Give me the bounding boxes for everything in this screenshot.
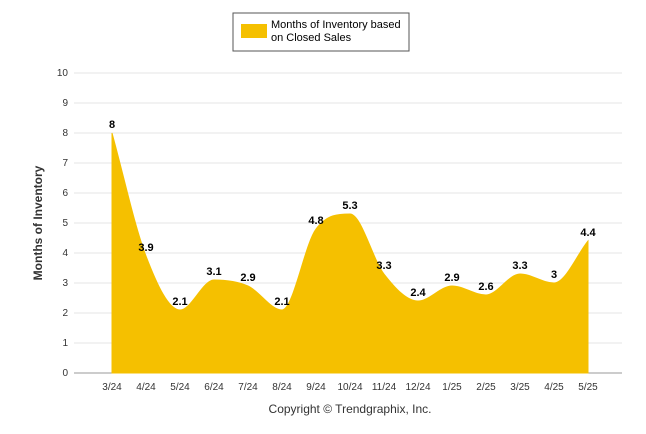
y-tick-label: 8 (62, 128, 68, 139)
data-label: 2.4 (410, 287, 426, 299)
y-tick-label: 2 (62, 308, 68, 319)
y-tick-label: 5 (62, 218, 68, 229)
y-axis-label: Months of Inventory (31, 165, 45, 280)
x-tick-label: 4/25 (544, 382, 564, 393)
data-label: 3 (551, 269, 557, 281)
data-label: 3.3 (512, 260, 527, 272)
x-tick-label: 5/25 (578, 382, 598, 393)
x-tick-label: 1/25 (442, 382, 462, 393)
legend-line-2: on Closed Sales (271, 32, 352, 44)
data-label: 3.3 (376, 260, 391, 272)
y-tick-label: 1 (62, 338, 68, 349)
legend-swatch (241, 24, 267, 38)
x-tick-label: 8/24 (272, 382, 292, 393)
data-label: 2.1 (274, 296, 289, 308)
y-tick-label: 0 (62, 368, 68, 379)
x-tick-label: 7/24 (238, 382, 258, 393)
x-tick-label: 5/24 (170, 382, 190, 393)
data-labels: 8 3.9 2.1 3.1 2.9 2.1 4.8 5.3 3.3 2.4 2.9 2.6 3.3 3 4.… (109, 119, 597, 308)
x-axis-ticks: 3/24 4/24 5/24 6/24 7/24 8/24 9/24 10/24 11/24 12… (102, 382, 598, 393)
data-label: 4.8 (308, 215, 323, 227)
y-tick-label: 10 (57, 68, 69, 79)
x-tick-label: 10/24 (337, 382, 362, 393)
x-tick-label: 12/24 (405, 382, 430, 393)
x-tick-label: 6/24 (204, 382, 224, 393)
area-series (111, 132, 589, 374)
data-label: 5.3 (342, 200, 357, 212)
x-tick-label: 4/24 (136, 382, 156, 393)
data-label: 8 (109, 119, 115, 131)
data-label: 3.9 (138, 242, 153, 254)
y-tick-label: 6 (62, 188, 68, 199)
legend: Months of Inventory based on Closed Sale… (232, 12, 410, 52)
data-label: 2.6 (478, 281, 493, 293)
x-tick-label: 9/24 (306, 382, 326, 393)
y-tick-label: 9 (62, 98, 68, 109)
x-tick-label: 3/24 (102, 382, 122, 393)
y-axis-ticks: 0 1 2 3 4 5 6 7 8 9 10 (57, 68, 69, 379)
x-tick-label: 2/25 (476, 382, 496, 393)
legend-box (232, 12, 410, 52)
y-tick-label: 7 (62, 158, 68, 169)
copyright-footer: Copyright © Trendgraphix, Inc. (269, 402, 432, 416)
data-label: 2.9 (240, 272, 255, 284)
data-label: 2.9 (444, 272, 459, 284)
y-tick-label: 4 (62, 248, 68, 259)
area-fill (111, 132, 589, 374)
data-label: 4.4 (580, 227, 596, 239)
x-tick-label: 11/24 (372, 382, 397, 393)
legend-line-1: Months of Inventory based (271, 19, 401, 31)
y-tick-label: 3 (62, 278, 68, 289)
data-label: 3.1 (206, 266, 221, 278)
data-label: 2.1 (172, 296, 187, 308)
x-tick-label: 3/25 (510, 382, 530, 393)
